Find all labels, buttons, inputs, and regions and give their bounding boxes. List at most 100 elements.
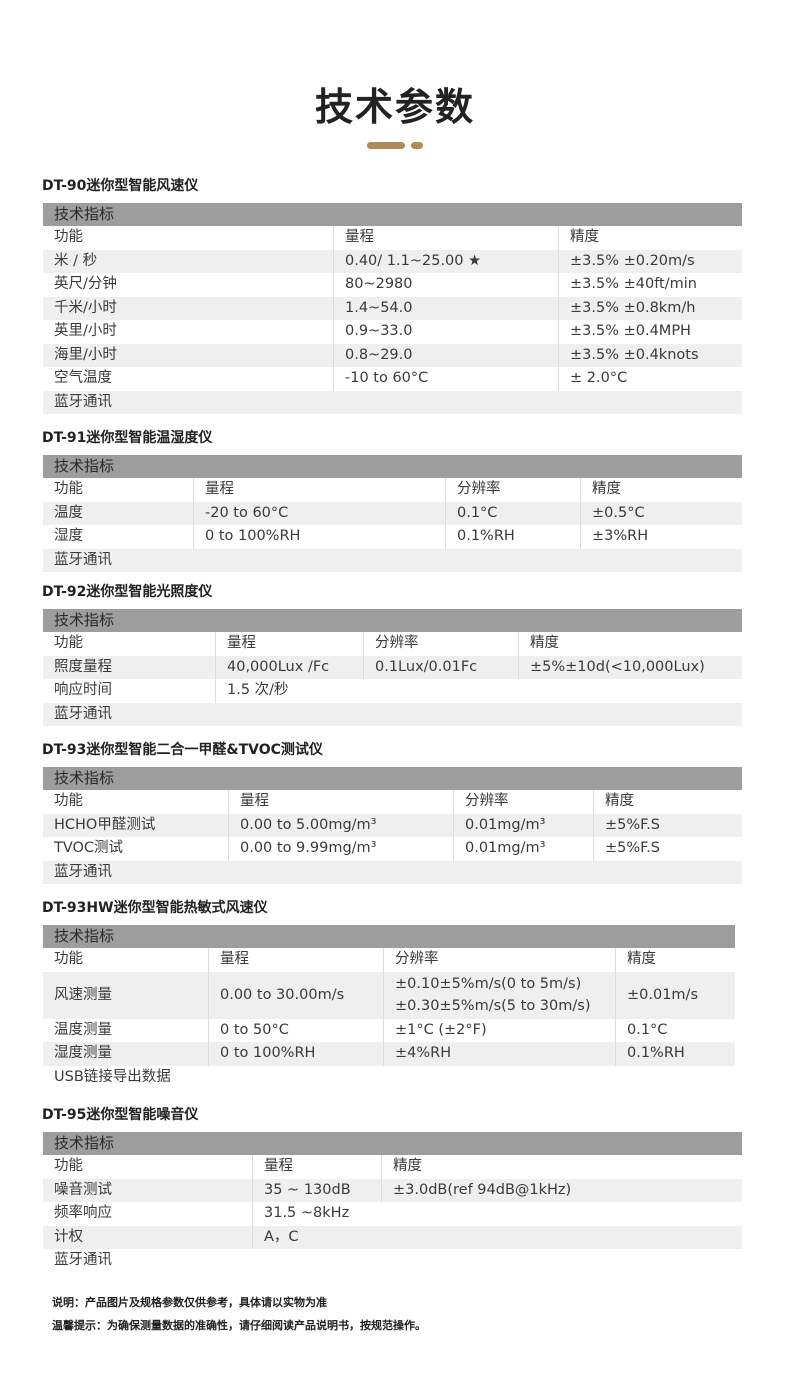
table-row: TVOC测试 0.00 to 9.99mg/m³ 0.01mg/m³ ±5%F.S [43,837,742,861]
table-row: 湿度测量 0 to 100%RH ±4%RH 0.1%RH [43,1042,735,1066]
table-cell: 照度量程 [54,658,112,675]
column-header: 量程 [252,1155,381,1179]
table-cell: USB链接导出数据 [54,1068,171,1085]
column-header: 功能 [54,793,83,809]
section-title: DT-92迷你型智能光照度仪 [42,584,213,600]
table-cell: 英尺/分钟 [54,276,117,292]
table-row: 计权 A，C [43,1225,742,1249]
spec-section: DT-92迷你型智能光照度仪 技术指标 功能 量程 分辨率 精度 照度量程 40,000Lux… [42,584,742,726]
spec-table: 技术指标 功能 量程 分辨率 精度 照度量程 40,000Lux /Fc 0.1Lux/0.0… [43,609,742,726]
table-row: 风速测量 0.00 to 30.00m/s ±0.10±5%m/s(0 to 5m/… [43,971,735,1019]
table-cell: 0.40/ 1.1~25.00 ★ [333,249,558,273]
column-header: 精度 [580,478,742,502]
table-cell: 0.00 to 5.00mg/m³ [228,813,453,837]
column-header: 功能 [54,481,83,497]
table-cell: 空气温度 [54,370,112,386]
spec-section: DT-90迷你型智能风速仪技术指标 功能 量程 精度米 / 秒 0.40/ 1.1~25… [42,178,742,414]
table-row: 千米/小时 1.4~54.0 ±3.5% ±0.8km/h [43,296,742,320]
column-header-row: 功能 量程 精度 [43,226,742,250]
table-row: 频率响应 31.5 ~8kHz [43,1202,742,1226]
footer-row: 蓝牙通讯 [43,548,742,572]
section-title: DT-90迷你型智能风速仪 [42,178,199,194]
table-cell: 蓝牙通讯 [54,393,112,410]
column-header: 量程 [333,226,558,250]
table-cell: ±3.5% ±0.4knots [558,343,742,367]
table-cell: 频率响应 [54,1205,112,1221]
column-header-row: 功能 量程 分辨率 精度 [43,790,742,814]
table-cell: ±3.5% ±0.8km/h [558,296,742,320]
spec-table: 技术指标 功能 量程 分辨率 精度 风速测量 0.00 to 30.00m/s ±0.10±5… [43,925,735,1089]
column-header: 量程 [193,478,445,502]
column-header: 分辨率 [383,948,615,972]
page-title: 技术参数 [314,85,475,129]
table-row: 英尺/分钟 80~2980 ±3.5% ±40ft/min [43,273,742,297]
divider-dot [411,142,423,149]
table-header: 技术指标 [43,609,742,632]
table-cell: 31.5 ~8kHz [252,1202,742,1226]
footer-row: 蓝牙通讯 [43,1249,742,1273]
table-cell: ±3.5% ±40ft/min [558,273,742,297]
column-header: 精度 [615,948,735,972]
spec-table: 技术指标 功能 量程 精度米 / 秒 0.40/ 1.1~25.00 ★ ±3.5% ±0… [43,203,742,414]
table-row: 空气温度 -10 to 60°C ± 2.0°C [43,367,742,391]
table-cell: 0.1%RH [445,525,580,549]
table-cell: 0.8~29.0 [333,343,558,367]
table-cell: 风速测量 [54,986,112,1003]
table-cell: 蓝牙通讯 [54,863,112,880]
table-cell: 蓝牙通讯 [54,551,112,568]
table-cell: 0.1Lux/0.01Fc [363,655,518,679]
table-cell: HCHO甲醛测试 [54,816,156,833]
spec-section: DT-93HW迷你型智能热敏式风速仪 技术指标 功能 量程 分辨率 精度 风速测量 0.00 … [42,900,735,1089]
section-title: DT-93HW迷你型智能热敏式风速仪 [42,900,268,916]
table-cell: 噪音测试 [54,1181,112,1198]
table-header: 技术指标 [43,203,742,226]
column-header: 精度 [381,1155,742,1179]
table-cell: ±0.10±5%m/s(0 to 5m/s) ±0.30±5%m/s(5 to 3… [383,971,615,1019]
table-cell: 0.9~33.0 [333,320,558,344]
table-cell: 1.4~54.0 [333,296,558,320]
column-header-row: 功能 量程 精度 [43,1155,742,1179]
table-cell: TVOC测试 [54,840,124,856]
table-cell: 0.01mg/m³ [453,813,593,837]
table-cell: ± 2.0°C [558,367,742,391]
table-cell: 1.5 次/秒 [215,679,742,703]
table-cell: 0.1°C [445,501,580,525]
spec-section: DT-93迷你型智能二合一甲醛&TVOC测试仪 技术指标 功能 量程 分辨率 精度 HCHO… [42,742,742,884]
table-row: 米 / 秒 0.40/ 1.1~25.00 ★ ±3.5% ±0.20m/s [43,249,742,273]
table-row: 温度测量 0 to 50°C ±1°C (±2°F) 0.1°C [43,1018,735,1042]
column-header: 功能 [54,635,83,651]
footer-row: 蓝牙通讯 [43,390,742,414]
column-header: 精度 [593,790,742,814]
table-cell: 0.1°C [615,1018,735,1042]
table-cell: 湿度测量 [54,1045,112,1061]
spec-section: DT-91迷你型智能温湿度仪 技术指标 功能 量程 分辨率 精度 温度 -20 to 60°C… [42,430,742,572]
table-row: 温度 -20 to 60°C 0.1°C ±0.5°C [43,501,742,525]
table-row: 英里/小时 0.9~33.0 ±3.5% ±0.4MPH [43,320,742,344]
table-cell: -10 to 60°C [333,367,558,391]
column-header: 精度 [558,226,742,250]
table-cell: 海里/小时 [54,346,117,363]
table-row: 照度量程 40,000Lux /Fc 0.1Lux/0.01Fc ±5%±10d(<1… [43,655,742,679]
table-cell: ±1°C (±2°F) [383,1018,615,1042]
table-row: 湿度 0 to 100%RH 0.1%RH ±3%RH [43,525,742,549]
disclaimer-note: 说明：产品图片及规格参数仅供参考，具体请以实物为准 [52,1296,327,1309]
section-title: DT-91迷你型智能温湿度仪 [42,430,213,446]
table-cell: 0 to 100%RH [193,525,445,549]
tip-note: 温馨提示：为确保测量数据的准确性，请仔细阅读产品说明书，按规范操作。 [52,1319,426,1332]
column-header: 量程 [208,948,383,972]
table-cell: 0.00 to 9.99mg/m³ [228,837,453,861]
table-cell: 0 to 50°C [208,1018,383,1042]
column-header: 量程 [215,632,363,656]
table-cell: -20 to 60°C [193,501,445,525]
table-header: 技术指标 [43,455,742,478]
column-header: 精度 [518,632,742,656]
table-cell: 0.01mg/m³ [453,837,593,861]
table-row: 噪音测试 35 ~ 130dB ±3.0dB(ref 94dB@1kHz) [43,1178,742,1202]
table-cell: ±5%±10d(<10,000Lux) [518,655,742,679]
footer-row: 蓝牙通讯 [43,702,742,726]
table-cell: ±0.01m/s [615,971,735,1019]
table-row: HCHO甲醛测试 0.00 to 5.00mg/m³ 0.01mg/m³ ±5%F.S [43,813,742,837]
divider-bar [367,142,405,149]
footer-row: 蓝牙通讯 [43,860,742,884]
table-cell: 0.1%RH [615,1042,735,1066]
